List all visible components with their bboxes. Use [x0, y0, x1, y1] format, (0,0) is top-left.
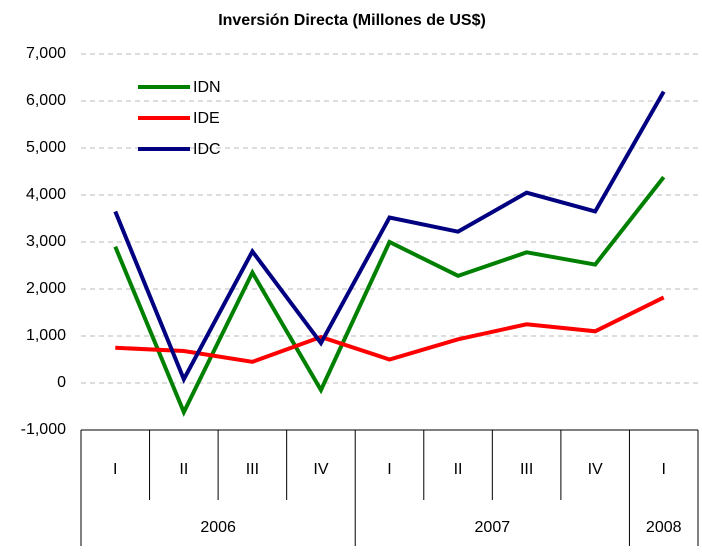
y-tick-label: -1,000 — [21, 421, 66, 438]
legend-label: IDN — [193, 79, 221, 96]
data-line — [115, 295, 665, 364]
y-tick-label: 6,000 — [26, 92, 66, 109]
x-tick-label: I — [113, 461, 117, 478]
y-tick-label: 2,000 — [26, 280, 66, 297]
x-group-label: 2008 — [646, 519, 682, 536]
x-tick-label: III — [246, 461, 259, 478]
legend-label: IDE — [193, 110, 220, 127]
y-tick-label: 3,000 — [26, 233, 66, 250]
data-line — [113, 90, 666, 384]
y-tick-label: 7,000 — [26, 45, 66, 62]
data-line — [113, 175, 666, 417]
x-tick-label: IV — [588, 461, 603, 478]
x-tick-label: II — [179, 461, 188, 478]
x-group-label: 2007 — [475, 519, 511, 536]
x-tick-label: I — [661, 461, 665, 478]
y-tick-label: 5,000 — [26, 139, 66, 156]
x-tick-label: II — [454, 461, 463, 478]
x-group-label: 2006 — [200, 519, 236, 536]
x-tick-label: III — [520, 461, 533, 478]
y-tick-label: 1,000 — [26, 327, 66, 344]
y-tick-label: 0 — [57, 374, 66, 391]
legend-label: IDC — [193, 141, 221, 158]
x-tick-label: I — [387, 461, 391, 478]
y-tick-label: 4,000 — [26, 186, 66, 203]
chart-title: Inversión Directa (Millones de US$) — [218, 12, 486, 29]
x-tick-label: IV — [313, 461, 328, 478]
